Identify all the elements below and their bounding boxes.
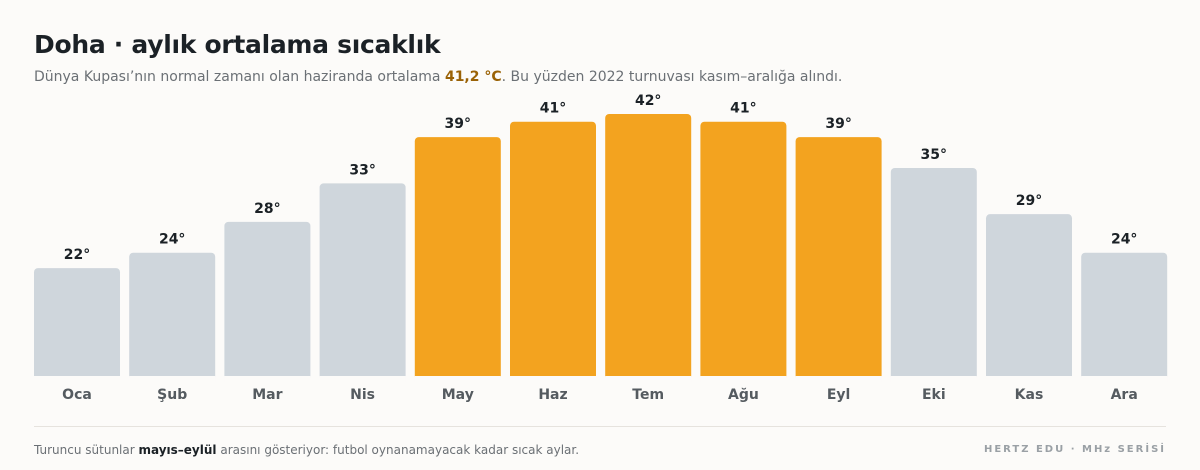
- bar-base-mask: [414, 376, 501, 382]
- value-label: 41°: [540, 101, 566, 117]
- value-label: 33°: [349, 162, 375, 178]
- bar-base-mask: [795, 376, 882, 382]
- category-label: Mar: [252, 387, 282, 403]
- bar-Ağu: [700, 121, 787, 381]
- value-label: 22°: [64, 247, 90, 263]
- value-label: 29°: [1016, 193, 1042, 209]
- bar-base-mask: [319, 376, 406, 382]
- category-label: Şub: [157, 387, 187, 403]
- subtitle-text-start: Dünya Kupası’nın normal zamanı olan hazi…: [34, 69, 445, 85]
- bar-Eyl: [795, 137, 882, 380]
- bar-Şub: [129, 252, 216, 380]
- value-label: 24°: [1111, 232, 1137, 248]
- value-label: 41°: [730, 101, 756, 117]
- chart-footnote: Turuncu sütunlar mayıs–eylül arasını gös…: [34, 443, 579, 457]
- footnote-text-end: arasını gösteriyor: futbol oynanamayacak…: [216, 443, 580, 457]
- chart-subtitle: Dünya Kupası’nın normal zamanı olan hazi…: [34, 69, 842, 85]
- bar-May: [414, 137, 501, 380]
- bar-Oca: [34, 268, 120, 380]
- bar-Ara: [1081, 252, 1168, 380]
- value-label: 39°: [825, 116, 851, 132]
- bar-Haz: [510, 121, 596, 381]
- value-label: 42°: [635, 93, 661, 109]
- value-label: 39°: [445, 116, 471, 132]
- category-label: Tem: [632, 387, 664, 403]
- bar-base-mask: [890, 376, 977, 382]
- bar-Mar: [224, 221, 311, 380]
- category-label: Haz: [538, 387, 567, 403]
- bar-base-mask: [986, 376, 1072, 382]
- bar-base-mask: [224, 376, 311, 382]
- footnote-text-start: Turuncu sütunlar: [34, 443, 139, 457]
- footer-divider: [34, 426, 1166, 427]
- value-label: 28°: [254, 201, 280, 217]
- bar-base-mask: [1081, 376, 1168, 382]
- bar-base-mask: [605, 376, 692, 382]
- category-label: May: [442, 387, 474, 403]
- category-label: Ağu: [728, 387, 759, 403]
- bar-base-mask: [129, 376, 216, 382]
- value-label: 35°: [921, 147, 947, 163]
- footnote-bold-range: mayıs–eylül: [138, 443, 217, 457]
- value-label: 24°: [159, 232, 185, 248]
- brand-label: HERTZ EDU · MHz SERİSİ: [983, 444, 1166, 455]
- category-label: Ara: [1111, 387, 1138, 403]
- bar-chart: 22° Oca 24° Şub 28° Mar 33° Nis 39° May 41° Haz 42° T…: [34, 93, 1168, 403]
- bar-base-mask: [34, 376, 120, 382]
- bar-base-mask: [700, 376, 787, 382]
- chart-title: Doha · aylık ortalama sıcaklık: [34, 30, 441, 59]
- category-label: Eki: [922, 387, 946, 403]
- subtitle-highlight-value: 41,2 °C: [444, 69, 502, 85]
- category-label: Oca: [62, 387, 92, 403]
- subtitle-text-end: . Bu yüzden 2022 turnuvası kasım–aralığa…: [501, 69, 843, 85]
- bar-Kas: [986, 214, 1072, 380]
- bar-Eki: [890, 167, 977, 380]
- bar-Nis: [319, 183, 406, 380]
- category-label: Nis: [350, 387, 375, 403]
- category-label: Eyl: [827, 387, 851, 403]
- bar-Tem: [605, 114, 692, 380]
- bar-base-mask: [510, 376, 596, 382]
- category-label: Kas: [1015, 387, 1044, 403]
